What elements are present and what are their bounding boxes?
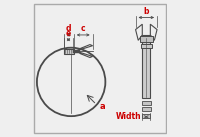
Bar — [64, 48, 74, 54]
Bar — [140, 36, 153, 42]
Text: Width: Width — [115, 112, 141, 121]
Bar — [142, 114, 150, 118]
Bar — [142, 101, 151, 105]
Text: a: a — [99, 102, 105, 111]
Bar — [141, 44, 152, 48]
Bar — [142, 107, 151, 112]
Text: e: e — [66, 29, 71, 38]
Text: b: b — [144, 7, 149, 16]
FancyBboxPatch shape — [34, 4, 166, 133]
Text: d: d — [66, 24, 72, 33]
Bar — [142, 35, 150, 98]
Text: c: c — [81, 24, 86, 33]
